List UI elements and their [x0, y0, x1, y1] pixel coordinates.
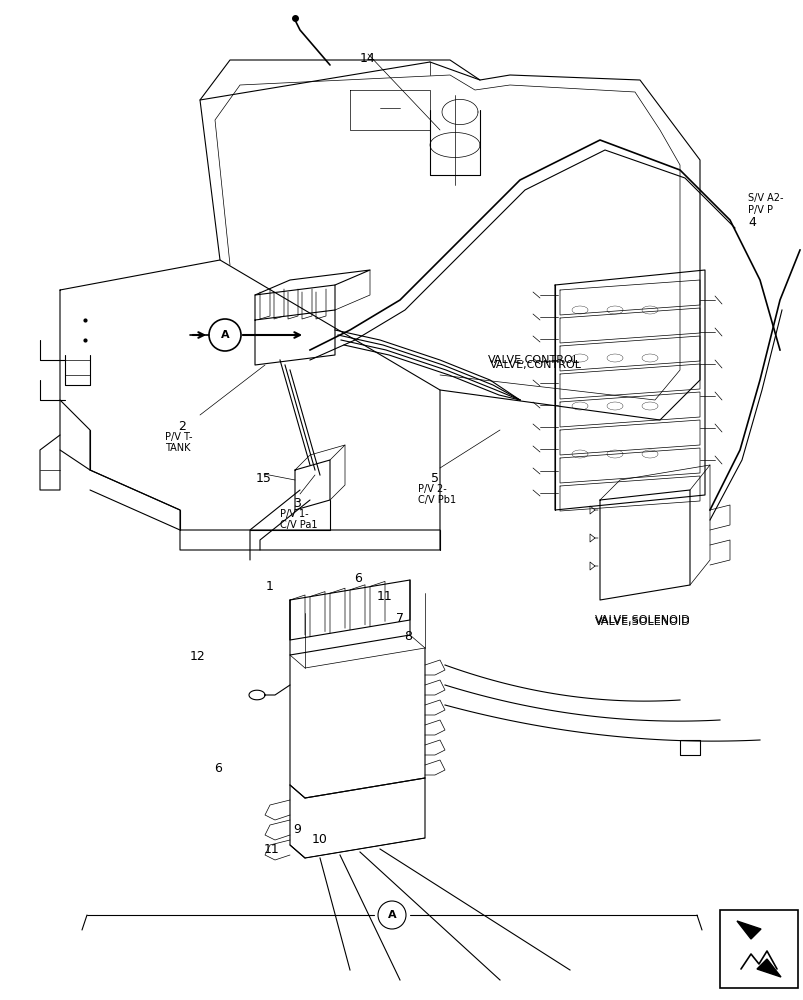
- Text: 11: 11: [264, 843, 279, 856]
- Polygon shape: [756, 959, 780, 977]
- Text: 6: 6: [353, 572, 361, 585]
- Text: VALVE,CONTROL: VALVE,CONTROL: [487, 355, 579, 365]
- Text: 5: 5: [430, 472, 438, 485]
- Text: 15: 15: [255, 472, 271, 485]
- Text: 3: 3: [293, 497, 300, 510]
- Text: A: A: [220, 330, 229, 340]
- Text: 9: 9: [293, 823, 300, 836]
- Text: 7: 7: [396, 612, 403, 625]
- Text: 10: 10: [312, 833, 328, 846]
- Text: VALVE,CONTROL: VALVE,CONTROL: [489, 360, 581, 370]
- Text: 12: 12: [190, 650, 206, 663]
- Text: 14: 14: [360, 52, 376, 65]
- Text: P/V P: P/V P: [747, 205, 772, 215]
- Text: 11: 11: [377, 590, 393, 603]
- Text: P/V 2-: P/V 2-: [418, 484, 446, 494]
- Text: 8: 8: [403, 630, 411, 643]
- Text: 2: 2: [177, 420, 185, 433]
- Text: VALVE,SOLENOID: VALVE,SOLENOID: [594, 615, 690, 625]
- Bar: [719, 910, 797, 988]
- Text: C/V Pa1: C/V Pa1: [279, 520, 317, 530]
- Text: TANK: TANK: [165, 443, 190, 453]
- Text: P/V T-: P/V T-: [165, 432, 192, 442]
- Text: P/V 1-: P/V 1-: [279, 509, 308, 519]
- Text: 1: 1: [266, 580, 274, 593]
- Text: 6: 6: [214, 762, 222, 775]
- Text: C/V Pb1: C/V Pb1: [418, 495, 455, 505]
- Text: VALVE,SOLENOID: VALVE,SOLENOID: [594, 617, 690, 627]
- Text: 4: 4: [747, 216, 755, 229]
- Text: S/V A2-: S/V A2-: [747, 193, 783, 203]
- Polygon shape: [736, 921, 760, 939]
- Text: A: A: [387, 910, 396, 920]
